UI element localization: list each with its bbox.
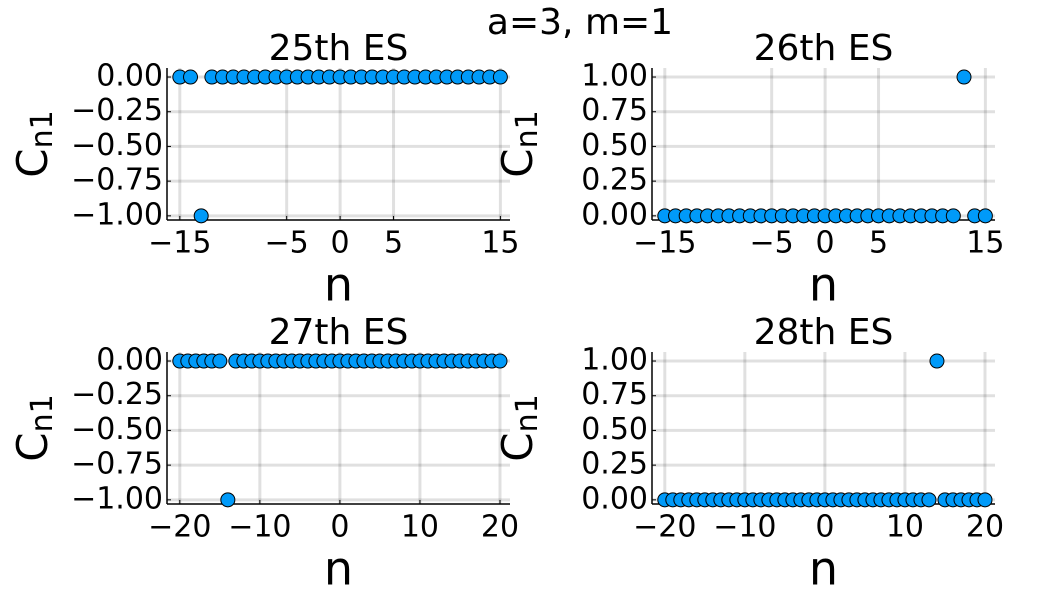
- y-tick-label: 1.00: [581, 343, 648, 378]
- x-axis-label: n: [809, 258, 838, 312]
- subplot: −20 −10 0 10 20 0.00−0.25−0.50−0.75−1.00 27th …: [8, 312, 520, 596]
- y-tick-label: 0.25: [581, 163, 648, 198]
- x-tick-label: 10: [401, 510, 439, 545]
- x-tick-label: −10: [713, 510, 776, 545]
- y-tick-label: −0.25: [71, 93, 163, 128]
- marker: [492, 353, 508, 369]
- y-tick-label: 0.00: [96, 343, 163, 378]
- y-axis-label-base: C: [493, 148, 542, 177]
- y-axis-label: Cn1: [8, 110, 60, 177]
- x-tick-label: −10: [228, 510, 291, 545]
- x-tick-label: 0: [815, 510, 834, 545]
- x-tick-label: −5: [265, 226, 309, 261]
- figure-title: a=3, m=1: [487, 2, 673, 43]
- y-tick-label: 0.25: [581, 447, 648, 482]
- subplot-title: 27th ES: [269, 312, 409, 353]
- x-tick-label: −5: [750, 226, 794, 261]
- marker: [183, 69, 199, 85]
- x-tick-label: 15: [966, 226, 1004, 261]
- x-tick-label: 0: [331, 226, 350, 261]
- y-tick-label: −1.00: [71, 197, 163, 232]
- y-tick-label: −1.00: [71, 481, 163, 516]
- x-tick-label: 20: [966, 510, 1004, 545]
- y-axis-label-subscript: n1: [25, 110, 60, 148]
- subplot-title: 26th ES: [754, 28, 894, 69]
- x-tick-label: 15: [481, 226, 519, 261]
- marker: [212, 353, 228, 369]
- y-axis-label: Cn1: [493, 110, 545, 177]
- subplot: −20 −10 0 10 20 0.000.250.500.751.00 28th ES n C…: [493, 312, 1005, 596]
- y-tick-label: −0.50: [71, 412, 163, 447]
- x-axis-label: n: [324, 258, 353, 312]
- marker: [956, 69, 972, 85]
- y-axis-label-base: C: [8, 148, 57, 177]
- marker: [945, 208, 961, 224]
- x-tick-label: 10: [886, 510, 924, 545]
- marker: [220, 492, 236, 508]
- subplot: −15 −5 0 5 15 0.000.250.500.751.00 26th ES n Cn1: [493, 28, 1005, 312]
- marker: [929, 353, 945, 369]
- x-tick-label: −15: [148, 226, 211, 261]
- y-tick-label: 0.75: [581, 377, 648, 412]
- marker: [921, 492, 937, 508]
- marker: [193, 208, 209, 224]
- y-tick-label: −0.25: [71, 377, 163, 412]
- y-axis-label-base: C: [8, 432, 57, 461]
- x-tick-label: 5: [869, 226, 888, 261]
- y-axis-label-base: C: [493, 432, 542, 461]
- y-tick-label: 0.00: [96, 59, 163, 94]
- x-axis-label: n: [809, 542, 838, 596]
- x-tick-label: 5: [384, 226, 403, 261]
- y-axis-label-subscript: n1: [510, 394, 545, 432]
- x-tick-label: −20: [633, 510, 696, 545]
- x-tick-label: −15: [633, 226, 696, 261]
- y-tick-label: −0.75: [71, 163, 163, 198]
- y-tick-label: −0.50: [71, 128, 163, 163]
- x-tick-label: −20: [148, 510, 211, 545]
- y-tick-label: 0.50: [581, 128, 648, 163]
- x-tick-label: 0: [330, 510, 349, 545]
- marker: [977, 208, 993, 224]
- y-axis-label-subscript: n1: [25, 394, 60, 432]
- y-axis-label: Cn1: [8, 394, 60, 461]
- y-tick-label: 1.00: [581, 59, 648, 94]
- y-tick-label: 0.75: [581, 93, 648, 128]
- subplot-title: 28th ES: [754, 312, 894, 353]
- x-tick-label: 20: [481, 510, 519, 545]
- subplot-title: 25th ES: [269, 28, 409, 69]
- y-tick-label: 0.00: [581, 481, 648, 516]
- marker: [492, 69, 508, 85]
- y-axis-label-subscript: n1: [510, 110, 545, 148]
- y-tick-label: 0.00: [581, 197, 648, 232]
- y-tick-label: −0.75: [71, 447, 163, 482]
- x-axis-label: n: [324, 542, 353, 596]
- y-axis-label: Cn1: [493, 394, 545, 461]
- marker: [977, 492, 993, 508]
- y-tick-label: 0.50: [581, 412, 648, 447]
- x-tick-label: 0: [816, 226, 835, 261]
